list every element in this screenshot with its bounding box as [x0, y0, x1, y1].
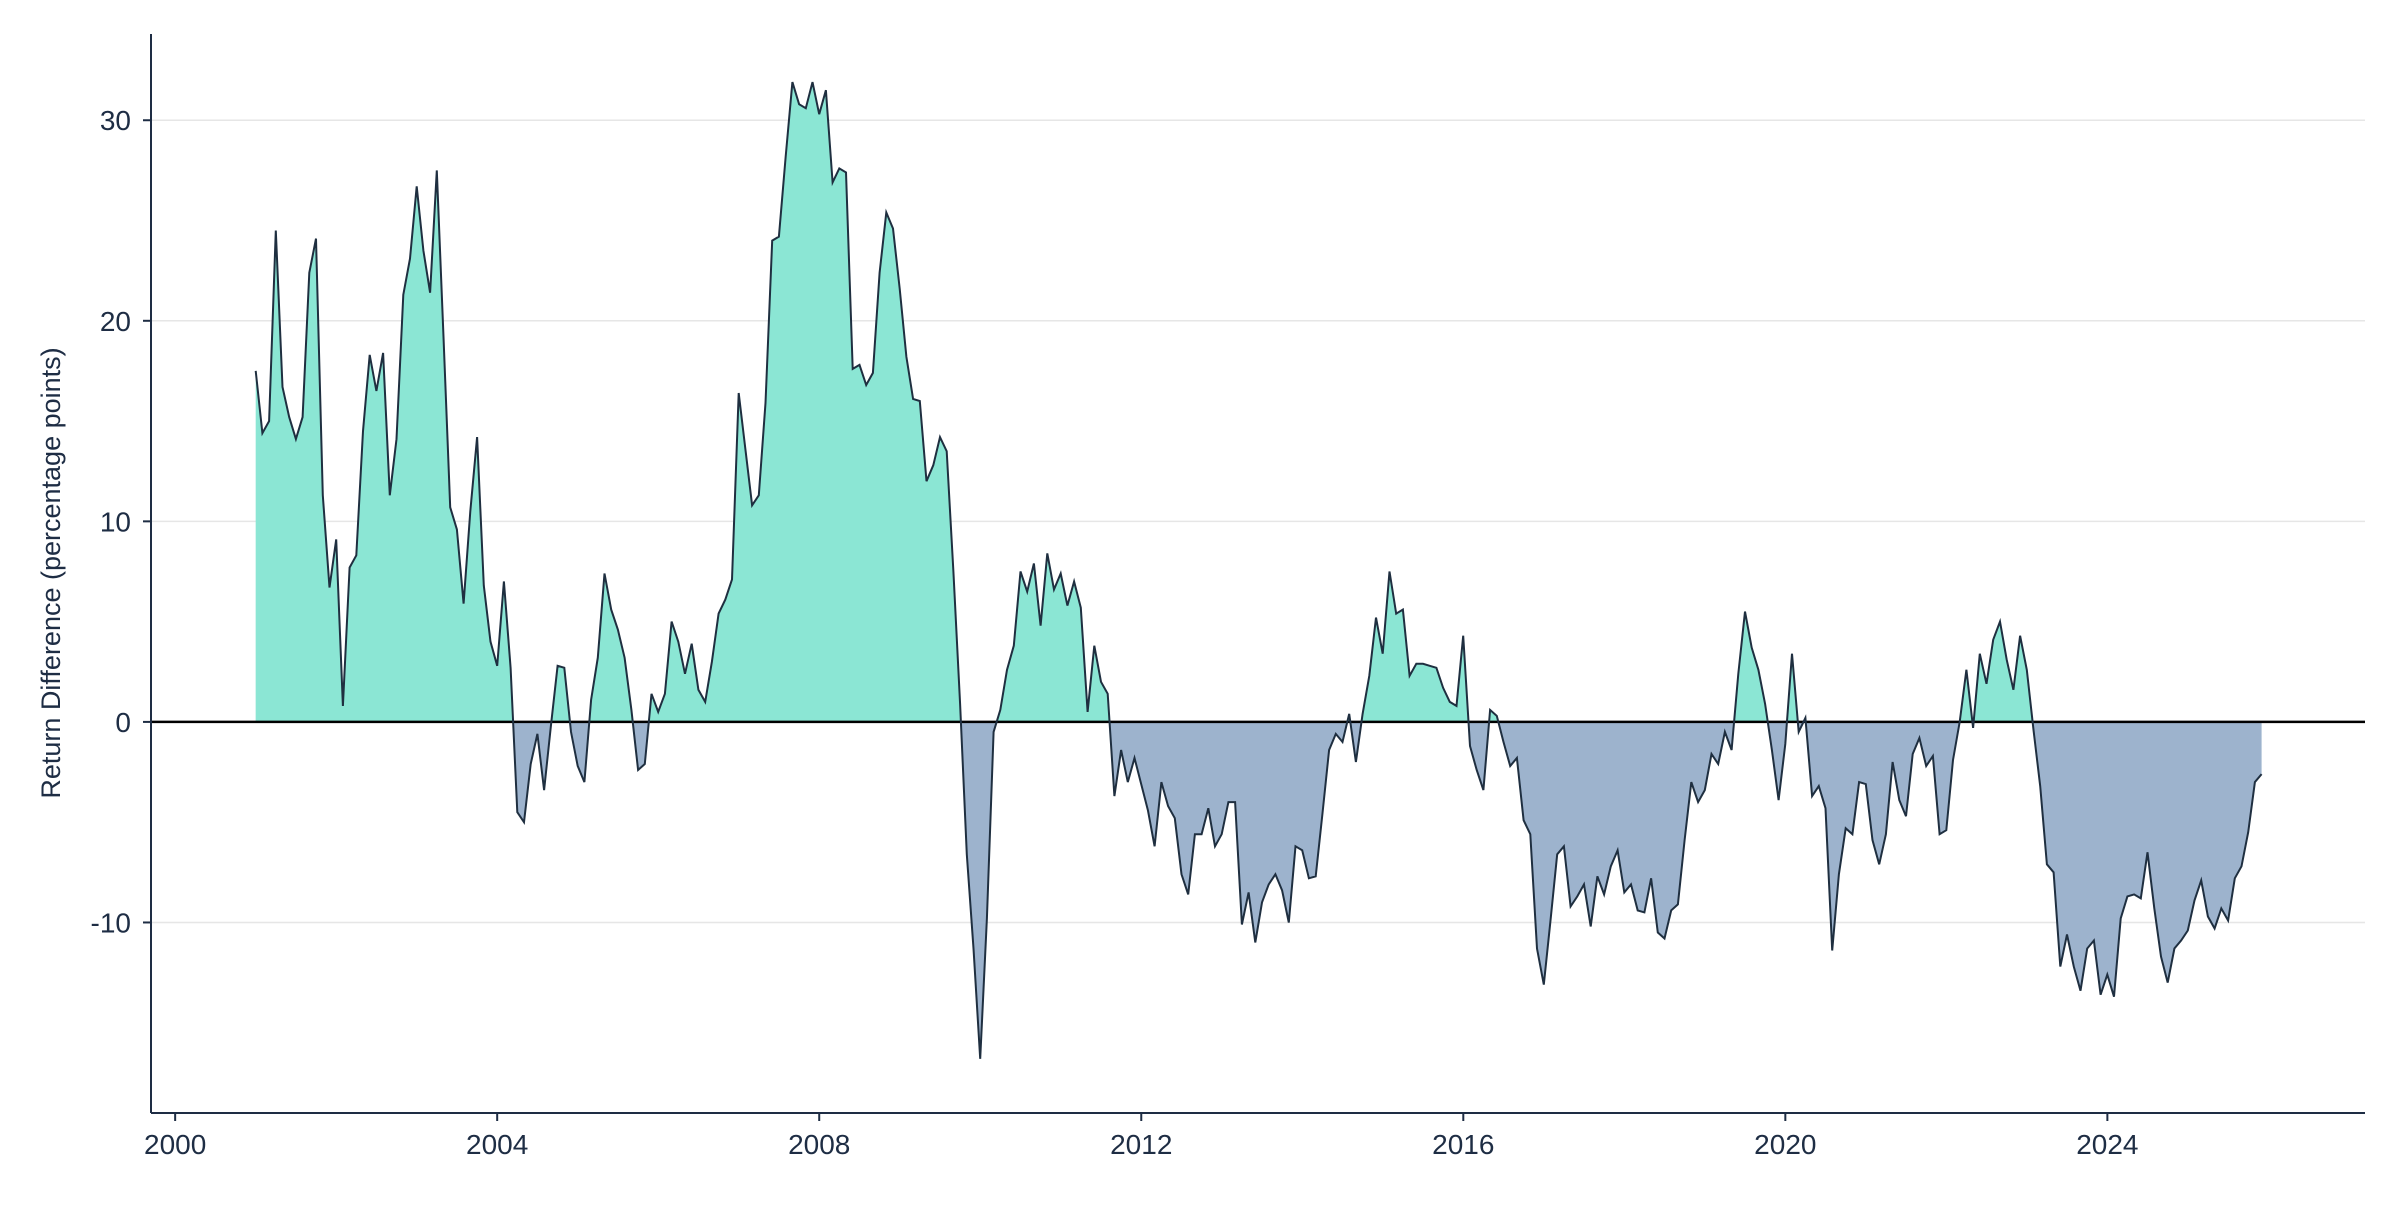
x-tick-label: 2012 [1110, 1129, 1172, 1160]
x-tick-label: 2016 [1432, 1129, 1494, 1160]
x-tick-label: 2020 [1754, 1129, 1816, 1160]
x-axis-ticks: 2000 2004 2008 2012 2016 2020 2024 [144, 1113, 2139, 1160]
x-tick-label: 2004 [466, 1129, 528, 1160]
x-tick-label: 2008 [788, 1129, 850, 1160]
series-line [254, 81, 2263, 1059]
y-axis-label: Return Difference (percentage points) [36, 347, 66, 798]
positive-area [255, 82, 2033, 722]
x-tick-label: 2024 [2076, 1129, 2138, 1160]
y-tick-label: 10 [100, 506, 131, 537]
negative-area [255, 721, 2262, 1059]
x-tick-label: 2000 [144, 1129, 206, 1160]
y-axis-ticks: -10 0 10 20 30 [91, 105, 151, 938]
y-tick-label: -10 [91, 907, 131, 938]
y-tick-label: 20 [100, 306, 131, 337]
axes [150, 34, 2365, 1114]
y-tick-label: 0 [115, 707, 131, 738]
y-tick-label: 30 [100, 105, 131, 136]
